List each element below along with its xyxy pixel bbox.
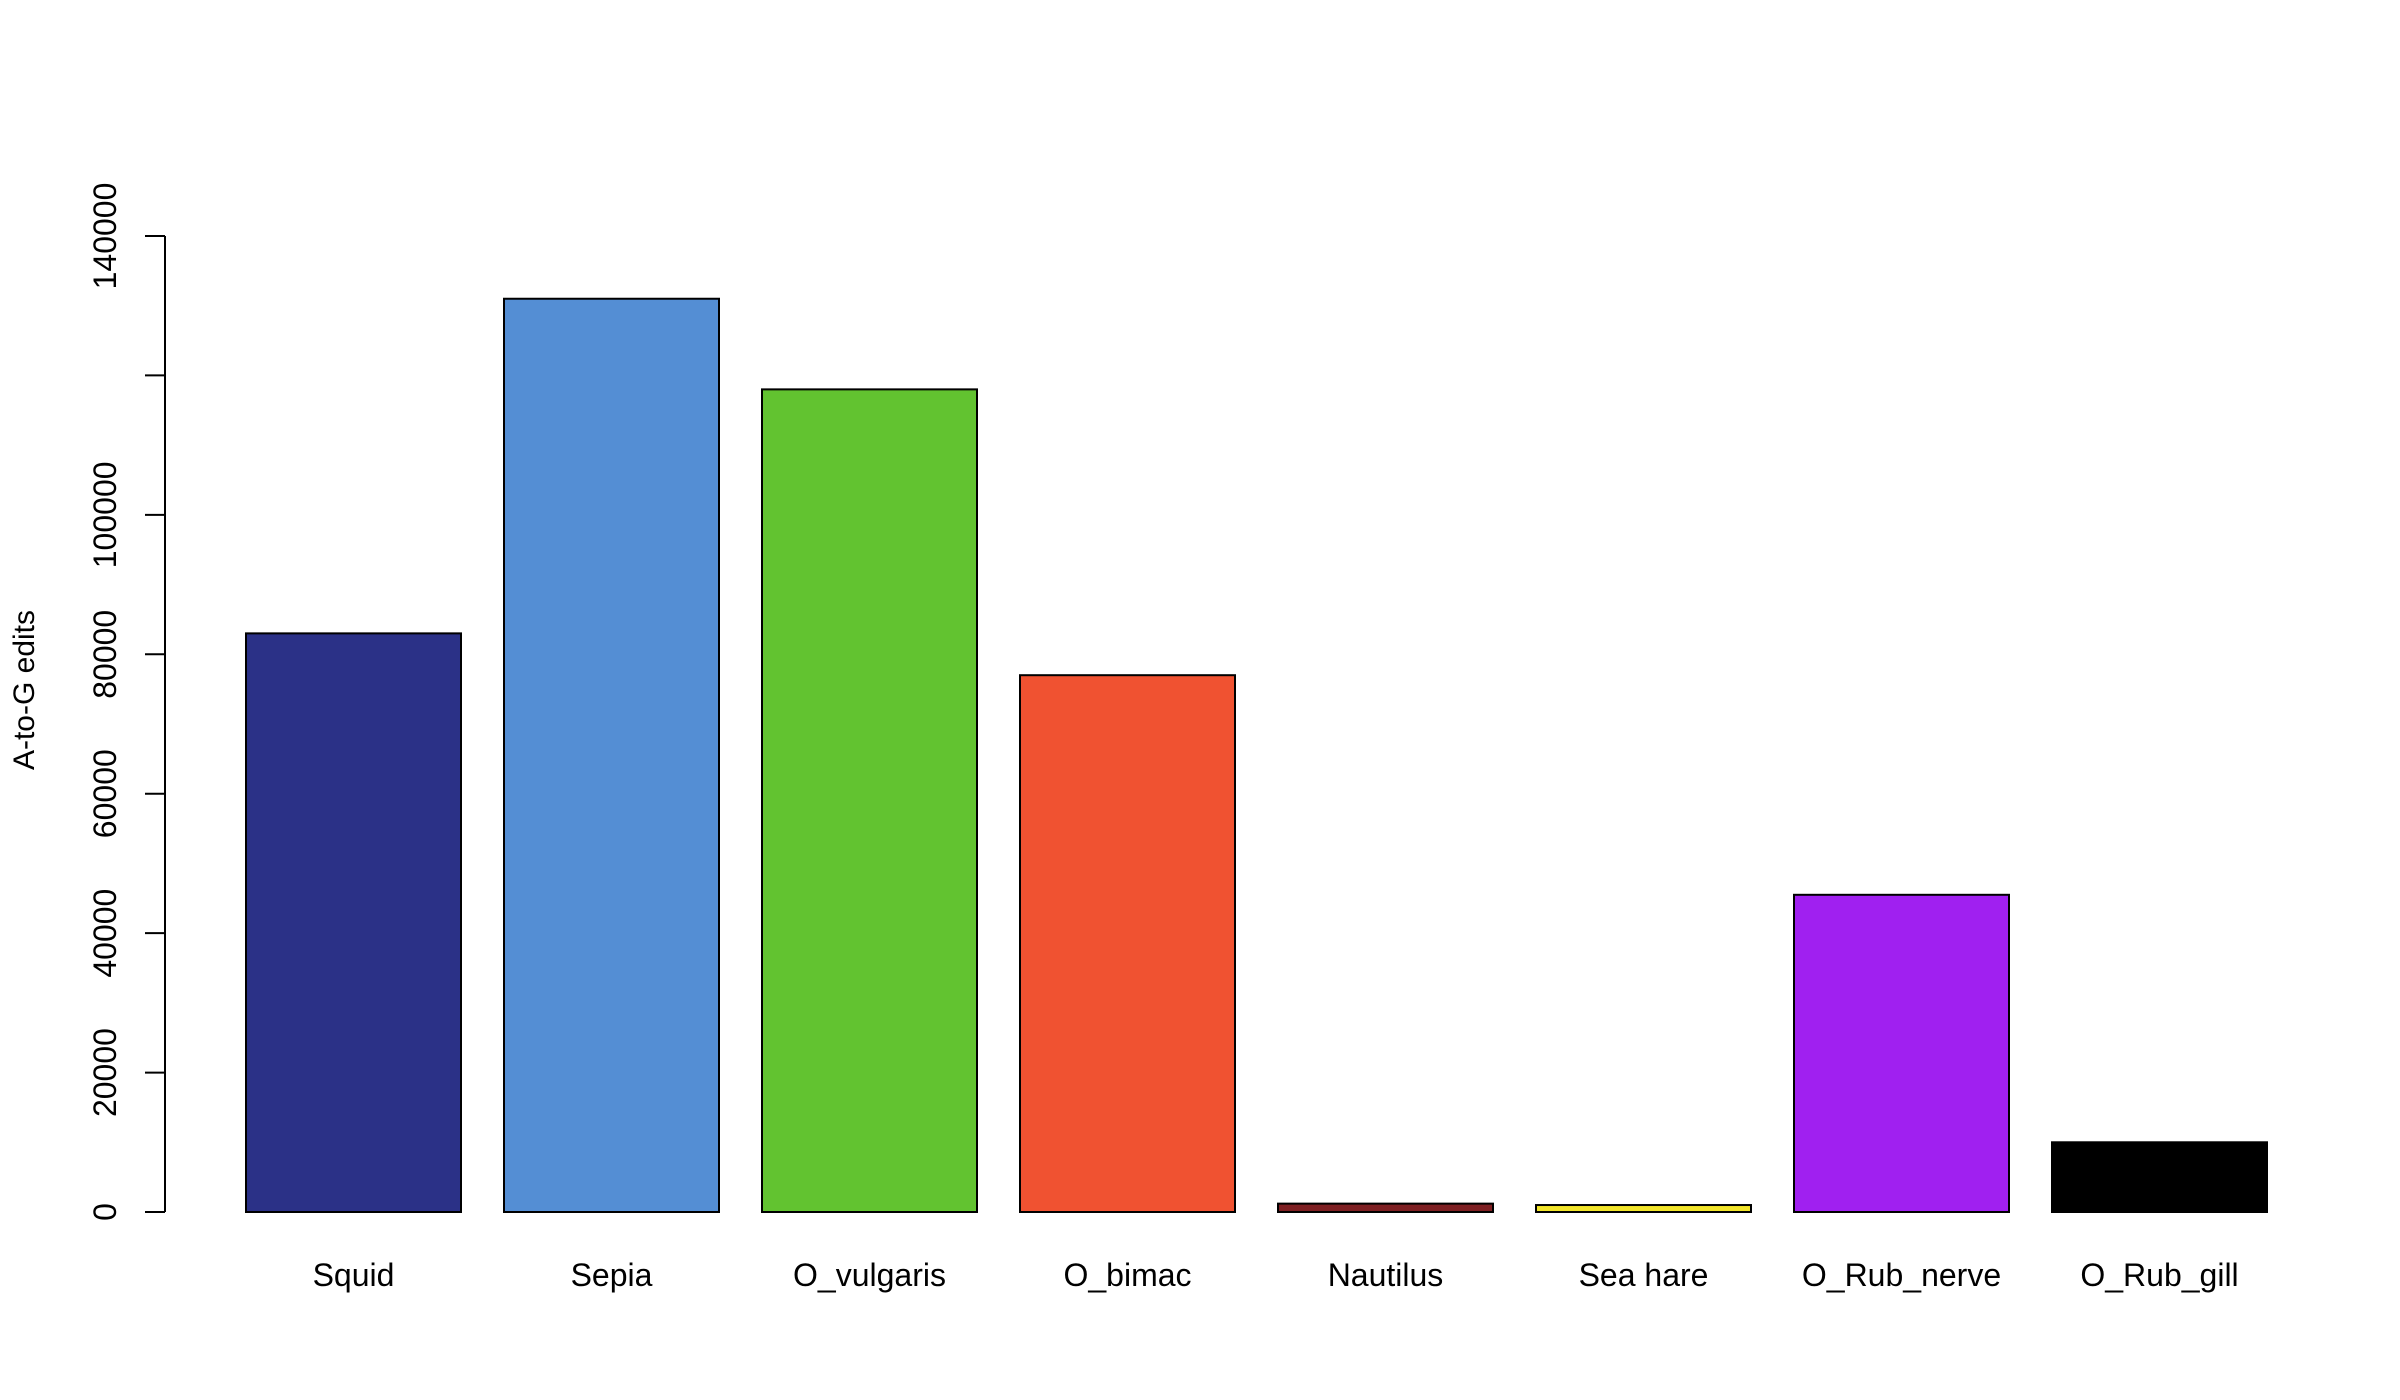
- x-tick-label: O_Rub_gill: [2080, 1257, 2238, 1293]
- x-tick-label: Squid: [313, 1257, 395, 1293]
- x-tick-label: O_bimac: [1063, 1257, 1191, 1293]
- bar-sea-hare: [1535, 1204, 1752, 1213]
- bar-sepia: [503, 297, 720, 1213]
- bar-o-rub-nerve: [1793, 893, 2010, 1213]
- y-tick-label: 0: [87, 1203, 123, 1221]
- x-tick-label: Nautilus: [1328, 1257, 1444, 1293]
- x-tick-label: O_Rub_nerve: [1802, 1257, 2001, 1293]
- bar-squid: [245, 632, 462, 1213]
- bar-nautilus: [1277, 1202, 1494, 1213]
- y-tick-label: 60000: [87, 749, 123, 838]
- y-axis-label: A-to-G edits: [8, 610, 41, 770]
- y-tick-label: 20000: [87, 1028, 123, 1117]
- x-tick-label: Sepia: [571, 1257, 653, 1293]
- y-axis: 0 20000 40000 60000 80000 100000 140000: [87, 183, 166, 1221]
- y-tick-label: 40000: [87, 889, 123, 978]
- bar-o-rub-gill: [2051, 1141, 2268, 1214]
- bar-o-bimac: [1019, 674, 1236, 1213]
- x-axis-labels: Squid Sepia O_vulgaris O_bimac Nautilus Sea h…: [313, 1257, 2239, 1293]
- x-tick-label: O_vulgaris: [793, 1257, 946, 1293]
- y-tick-label: 140000: [87, 183, 123, 290]
- y-tick-label: 100000: [87, 461, 123, 568]
- bar-o-vulgaris: [761, 388, 978, 1214]
- bars: [245, 297, 2268, 1214]
- y-tick-label: 80000: [87, 610, 123, 699]
- x-tick-label: Sea hare: [1579, 1257, 1709, 1293]
